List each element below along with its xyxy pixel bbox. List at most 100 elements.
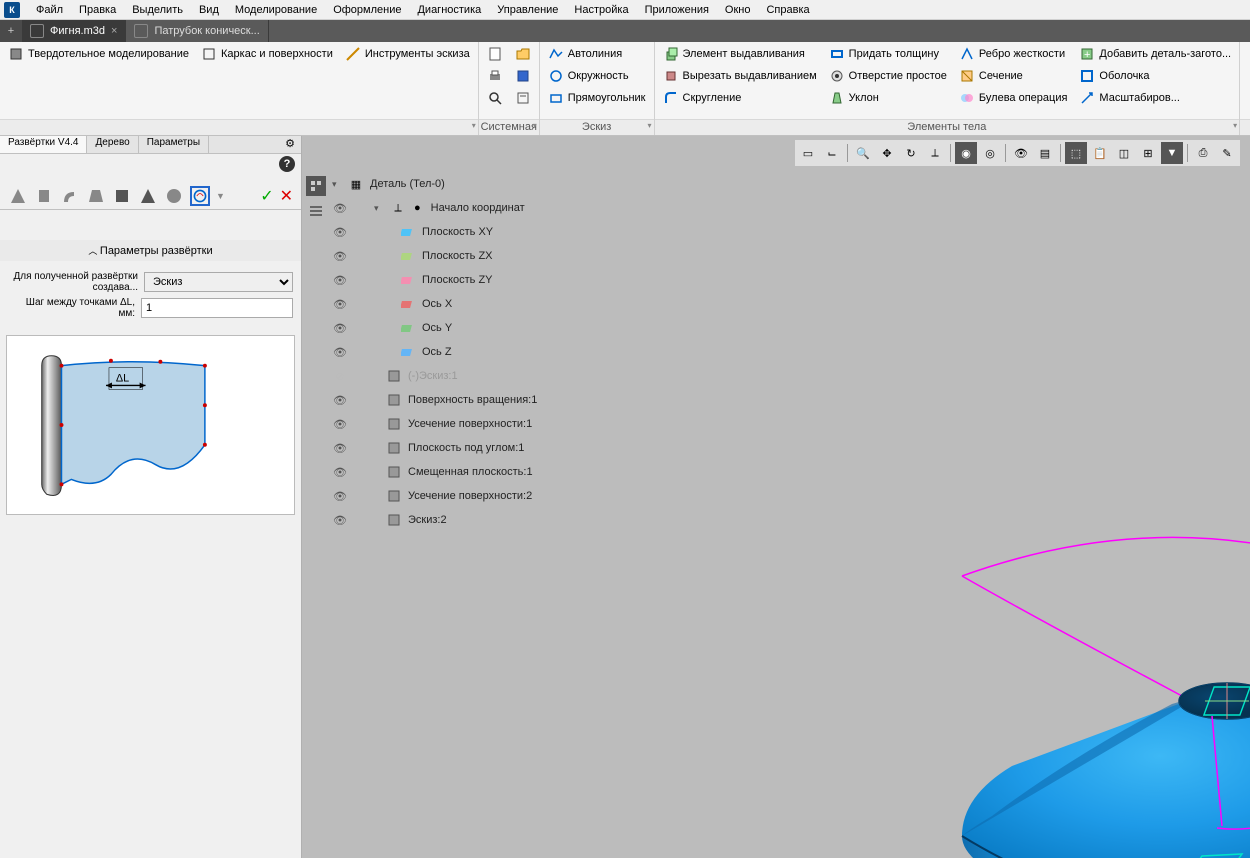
help-icon[interactable]: ? [279,156,295,172]
shape-elbow-icon[interactable] [60,186,80,206]
ribbon-Ребро жесткости[interactable]: Ребро жесткости [955,44,1072,64]
menu-Окно[interactable]: Окно [717,2,759,18]
vp-tool-1[interactable]: ▭ [797,142,819,164]
ribbon-new[interactable] [483,44,507,64]
menu-Оформление[interactable]: Оформление [325,2,409,18]
ribbon-Точка по координатам[interactable]: Точка по координатам [1244,44,1250,64]
eye-off-icon[interactable]: ⊘ [332,370,348,383]
vp-zoom-icon[interactable]: 🔍 [852,142,874,164]
ribbon-Оболочка[interactable]: Оболочка [1075,66,1235,86]
menu-Управление[interactable]: Управление [489,2,566,18]
ribbon-Масштабиров...[interactable]: Масштабиров... [1075,88,1235,108]
doc-tab[interactable]: Патрубок коническ... [126,20,268,42]
tree-item[interactable]: Ось Z [422,346,452,358]
eye-icon[interactable]: 👁 [332,250,348,263]
apply-button[interactable]: ✓ [260,186,273,206]
sidepanel-tab-params[interactable]: Параметры [139,136,209,153]
sidepanel-settings-icon[interactable]: ⚙ [279,136,301,153]
tree-feature[interactable]: Поверхность вращения:1 [408,394,537,406]
eye-icon[interactable]: 👁 [332,202,348,215]
tree-item[interactable]: Плоскость ZX [422,250,493,262]
eye-icon[interactable]: 👁 [332,274,348,287]
ribbon-zoom[interactable] [483,88,507,108]
ribbon-Спираль цилиндрическ...[interactable]: Спираль цилиндрическ... [1244,88,1250,108]
cancel-button[interactable]: ✕ [280,186,293,206]
menu-Диагностика[interactable]: Диагностика [409,2,489,18]
tree-mode-2[interactable] [306,200,326,220]
vp-explode-icon[interactable]: ⊞ [1137,142,1159,164]
ribbon-Твердотельное моделирование[interactable]: Твердотельное моделирование [4,44,193,64]
tree-feature[interactable]: Смещенная плоскость:1 [408,466,533,478]
field-step-input[interactable] [141,298,293,318]
ribbon-Сечение[interactable]: Сечение [955,66,1072,86]
menu-Вид[interactable]: Вид [191,2,227,18]
vp-layer-icon[interactable]: ▤ [1034,142,1056,164]
ribbon-print[interactable] [483,66,507,86]
vp-rotate-icon[interactable]: ↻ [900,142,922,164]
vp-section-icon[interactable]: ◫ [1113,142,1135,164]
ribbon-Булева операция[interactable]: Булева операция [955,88,1072,108]
ribbon-Придать толщину[interactable]: Придать толщину [825,44,951,64]
tree-origin[interactable]: Начало координат [431,202,525,214]
vp-end1-icon[interactable]: ⎙ [1192,142,1214,164]
tree-item[interactable]: Плоскость XY [422,226,493,238]
sidepanel-tab-unfold[interactable]: Развёртки V4.4 [0,136,87,153]
ribbon-Скругление[interactable]: Скругление [659,88,821,108]
sidepanel-tab-tree[interactable]: Дерево [87,136,138,153]
tree-feature[interactable]: Эскиз:2 [408,514,447,526]
menu-Настройка[interactable]: Настройка [566,2,636,18]
ribbon-Окружность[interactable]: Окружность [544,66,650,86]
shape-custom-icon[interactable] [190,186,210,206]
ribbon-Автолиния[interactable]: Автолиния [544,44,650,64]
shape-transition-icon[interactable] [86,186,106,206]
shape-cyl-icon[interactable] [34,186,54,206]
tree-feature[interactable]: (-)Эскиз:1 [408,370,458,382]
eye-icon[interactable]: 👁 [332,442,348,455]
ribbon-Инструменты эскиза[interactable]: Инструменты эскиза [341,44,474,64]
tree-item[interactable]: Ось X [422,298,452,310]
ribbon-props[interactable] [511,88,535,108]
eye-icon[interactable]: 👁 [332,346,348,359]
eye-icon[interactable]: 👁 [332,514,348,527]
ribbon-Контур[interactable]: Контур [1244,66,1250,86]
vp-measure-icon[interactable]: 📋 [1089,142,1111,164]
vp-end2-icon[interactable]: ✎ [1216,142,1238,164]
ribbon-Добавить деталь-загото...[interactable]: +Добавить деталь-загото... [1075,44,1235,64]
eye-icon[interactable]: 👁 [332,490,348,503]
shape-pyramid-icon[interactable] [138,186,158,206]
ribbon-Отверстие простое[interactable]: Отверстие простое [825,66,951,86]
vp-axis-icon[interactable]: ⟂ [924,142,946,164]
eye-icon[interactable]: 👁 [332,298,348,311]
ribbon-Уклон[interactable]: Уклон [825,88,951,108]
add-tab-button[interactable]: + [0,20,22,42]
menu-Приложения[interactable]: Приложения [637,2,717,18]
vp-hide-icon[interactable]: 👁 [1010,142,1032,164]
vp-filter-icon[interactable]: ▼ [1161,142,1183,164]
menu-Выделить[interactable]: Выделить [124,2,191,18]
vp-wire-icon[interactable]: ◎ [979,142,1001,164]
menu-Справка[interactable]: Справка [758,2,817,18]
ribbon-Каркас и поверхности[interactable]: Каркас и поверхности [197,44,337,64]
menu-Файл[interactable]: Файл [28,2,71,18]
eye-icon[interactable]: 👁 [332,418,348,431]
field-create-select[interactable]: Эскиз [144,272,293,292]
eye-icon[interactable]: 👁 [332,394,348,407]
ribbon-save[interactable] [511,66,535,86]
tree-feature[interactable]: Усечение поверхности:2 [408,490,532,502]
doc-tab[interactable]: Фигня.m3d× [22,20,126,42]
vp-shade-icon[interactable]: ◉ [955,142,977,164]
tree-feature[interactable]: Усечение поверхности:1 [408,418,532,430]
tree-mode-1[interactable] [306,176,326,196]
shape-sphere-icon[interactable] [164,186,184,206]
ribbon-open[interactable] [511,44,535,64]
viewport-3d[interactable]: ▭ ⌙ 🔍 ✥ ↻ ⟂ ◉ ◎ 👁 ▤ ⬚ 📋 ◫ ⊞ ▼ ⎙ ✎ [302,136,1250,858]
close-icon[interactable]: × [111,25,117,37]
vp-pan-icon[interactable]: ✥ [876,142,898,164]
vp-tool-2[interactable]: ⌙ [821,142,843,164]
tree-feature[interactable]: Плоскость под углом:1 [408,442,524,454]
menu-Правка[interactable]: Правка [71,2,124,18]
eye-icon[interactable]: 👁 [332,466,348,479]
shape-cone-icon[interactable] [8,186,28,206]
eye-icon[interactable]: 👁 [332,226,348,239]
ribbon-Прямоугольник[interactable]: Прямоугольник [544,88,650,108]
